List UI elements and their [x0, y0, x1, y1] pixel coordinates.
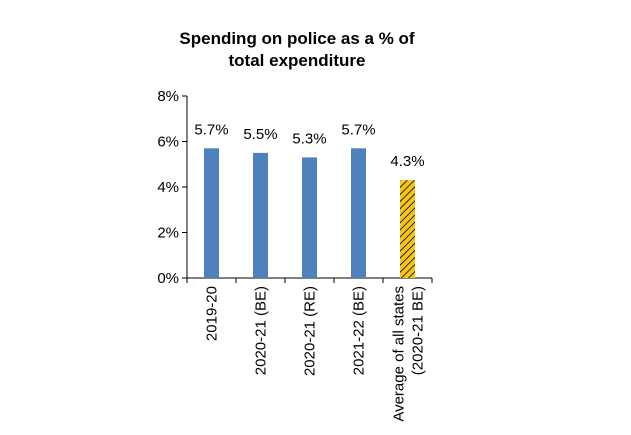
bar — [204, 148, 219, 278]
y-tick-label: 2% — [157, 225, 179, 242]
y-tick-label: 8% — [157, 88, 179, 105]
x-tick-label: 2020-21 (BE) — [253, 286, 270, 375]
value-label: 5.5% — [243, 126, 277, 143]
x-tick-label: 2019-20 — [204, 286, 221, 341]
bar — [400, 180, 415, 278]
value-label: 5.7% — [341, 121, 375, 138]
value-label: 5.7% — [194, 121, 228, 138]
y-tick-label: 4% — [157, 179, 179, 196]
bar — [253, 152, 268, 278]
bar — [351, 148, 366, 278]
x-tick-label: 2020-21 (RE) — [302, 286, 319, 376]
x-tick-label: Average of all states (2020-21 BE) — [391, 286, 427, 422]
bar — [302, 157, 317, 278]
value-label: 4.3% — [390, 153, 424, 170]
x-tick-label: 2021-22 (BE) — [351, 286, 368, 375]
value-label: 5.3% — [292, 130, 326, 147]
chart-title: Spending on police as a % of total expend… — [179, 29, 415, 70]
y-tick-label: 0% — [157, 270, 179, 287]
y-tick-label: 6% — [157, 134, 179, 151]
